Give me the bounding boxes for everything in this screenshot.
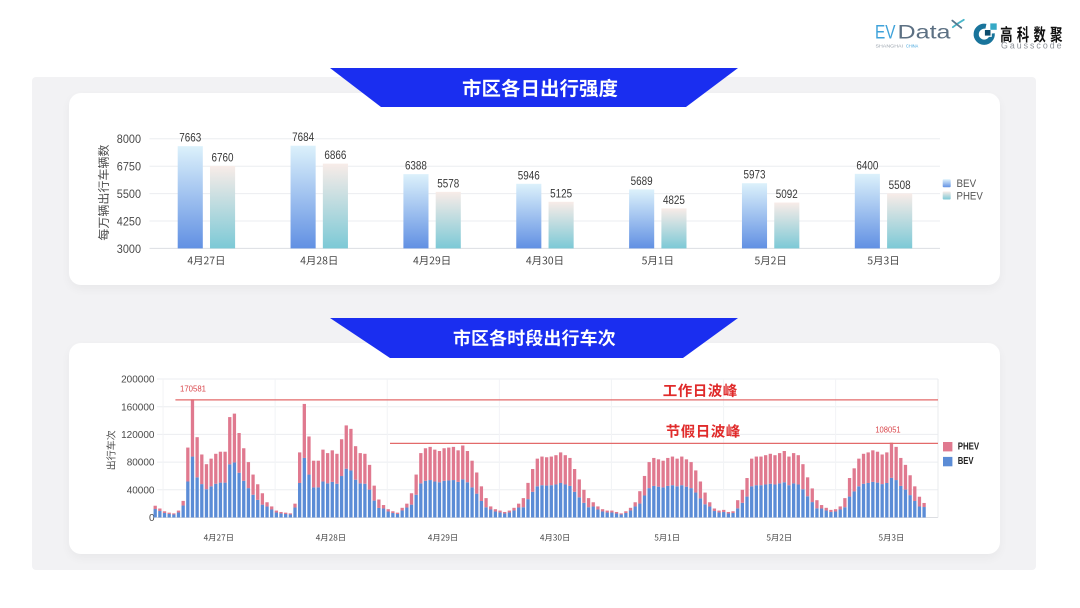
svg-text:0: 0 <box>149 513 155 524</box>
svg-text:EV: EV <box>875 21 896 43</box>
svg-text:6400: 6400 <box>856 160 878 172</box>
svg-text:170581: 170581 <box>180 384 206 394</box>
svg-text:4250: 4250 <box>117 214 141 228</box>
svg-text:5973: 5973 <box>744 170 766 182</box>
svg-text:BEV: BEV <box>957 178 977 190</box>
svg-text:CHINA: CHINA <box>906 44 918 49</box>
svg-text:PHEV: PHEV <box>957 190 984 202</box>
svg-text:SHANGHAI: SHANGHAI <box>876 44 904 49</box>
svg-text:8000: 8000 <box>117 132 141 146</box>
svg-text:6388: 6388 <box>405 161 427 173</box>
svg-text:Data: Data <box>898 21 951 43</box>
svg-text:PHEV: PHEV <box>958 442 980 453</box>
svg-text:5125: 5125 <box>550 188 572 200</box>
svg-text:5946: 5946 <box>518 170 540 182</box>
svg-text:4825: 4825 <box>663 195 685 207</box>
svg-text:80000: 80000 <box>127 458 155 469</box>
svg-text:3000: 3000 <box>117 242 141 256</box>
svg-text:BEV: BEV <box>958 456 974 467</box>
svg-text:40000: 40000 <box>127 485 155 496</box>
svg-text:6866: 6866 <box>324 150 346 162</box>
svg-text:5500: 5500 <box>117 187 141 201</box>
svg-text:200000: 200000 <box>121 375 155 386</box>
svg-text:6760: 6760 <box>212 152 234 164</box>
svg-text:120000: 120000 <box>121 430 155 441</box>
svg-text:7663: 7663 <box>179 133 201 145</box>
svg-text:Gausscode: Gausscode <box>1001 41 1064 51</box>
svg-text:108051: 108051 <box>875 425 901 435</box>
svg-text:160000: 160000 <box>121 402 155 413</box>
svg-text:5508: 5508 <box>889 180 911 192</box>
svg-text:5689: 5689 <box>631 176 653 188</box>
svg-text:6750: 6750 <box>117 160 141 174</box>
svg-text:7684: 7684 <box>292 132 315 144</box>
svg-text:5092: 5092 <box>776 189 798 201</box>
svg-text:5578: 5578 <box>437 178 459 190</box>
